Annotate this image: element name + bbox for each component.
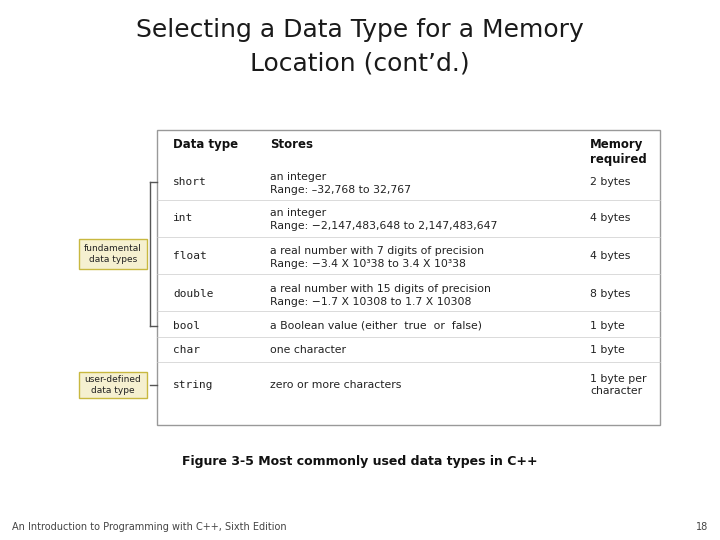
Text: zero or more characters: zero or more characters — [270, 380, 401, 390]
Text: short: short — [173, 177, 207, 187]
Text: Data type: Data type — [173, 138, 238, 151]
Text: Range: −3.4 X 10³38 to 3.4 X 10³38: Range: −3.4 X 10³38 to 3.4 X 10³38 — [270, 259, 466, 269]
Text: int: int — [173, 213, 193, 223]
Text: Range: –32,768 to 32,767: Range: –32,768 to 32,767 — [270, 185, 411, 195]
Text: float: float — [173, 251, 207, 261]
Text: Stores: Stores — [270, 138, 313, 151]
Text: an integer: an integer — [270, 208, 326, 218]
Text: a real number with 7 digits of precision: a real number with 7 digits of precision — [270, 246, 484, 256]
Text: Memory
required: Memory required — [590, 138, 647, 166]
Text: 18: 18 — [696, 522, 708, 532]
Text: a Boolean value (either  true  or  false): a Boolean value (either true or false) — [270, 321, 482, 331]
Text: 1 byte per
character: 1 byte per character — [590, 374, 647, 396]
Text: fundamental
data types: fundamental data types — [84, 244, 142, 264]
Text: 4 bytes: 4 bytes — [590, 251, 631, 261]
Text: 2 bytes: 2 bytes — [590, 177, 631, 187]
Text: Location (cont’d.): Location (cont’d.) — [250, 52, 470, 76]
FancyBboxPatch shape — [79, 372, 147, 398]
Text: 8 bytes: 8 bytes — [590, 289, 631, 299]
Text: one character: one character — [270, 345, 346, 355]
Text: user-defined
data type: user-defined data type — [85, 375, 141, 395]
Text: Selecting a Data Type for a Memory: Selecting a Data Type for a Memory — [136, 18, 584, 42]
Text: an integer: an integer — [270, 172, 326, 182]
Text: double: double — [173, 289, 214, 299]
Text: Figure 3-5 Most commonly used data types in C++: Figure 3-5 Most commonly used data types… — [182, 455, 538, 468]
Text: An Introduction to Programming with C++, Sixth Edition: An Introduction to Programming with C++,… — [12, 522, 287, 532]
Text: 1 byte: 1 byte — [590, 321, 625, 331]
Text: string: string — [173, 380, 214, 390]
Text: 1 byte: 1 byte — [590, 345, 625, 355]
Text: a real number with 15 digits of precision: a real number with 15 digits of precisio… — [270, 284, 491, 294]
Text: Range: −1.7 X 10308 to 1.7 X 10308: Range: −1.7 X 10308 to 1.7 X 10308 — [270, 297, 472, 307]
Text: 4 bytes: 4 bytes — [590, 213, 631, 223]
Text: bool: bool — [173, 321, 200, 331]
FancyBboxPatch shape — [79, 239, 147, 269]
Bar — [157, 130, 660, 425]
Text: char: char — [173, 345, 200, 355]
Text: Range: −2,147,483,648 to 2,147,483,647: Range: −2,147,483,648 to 2,147,483,647 — [270, 221, 498, 231]
